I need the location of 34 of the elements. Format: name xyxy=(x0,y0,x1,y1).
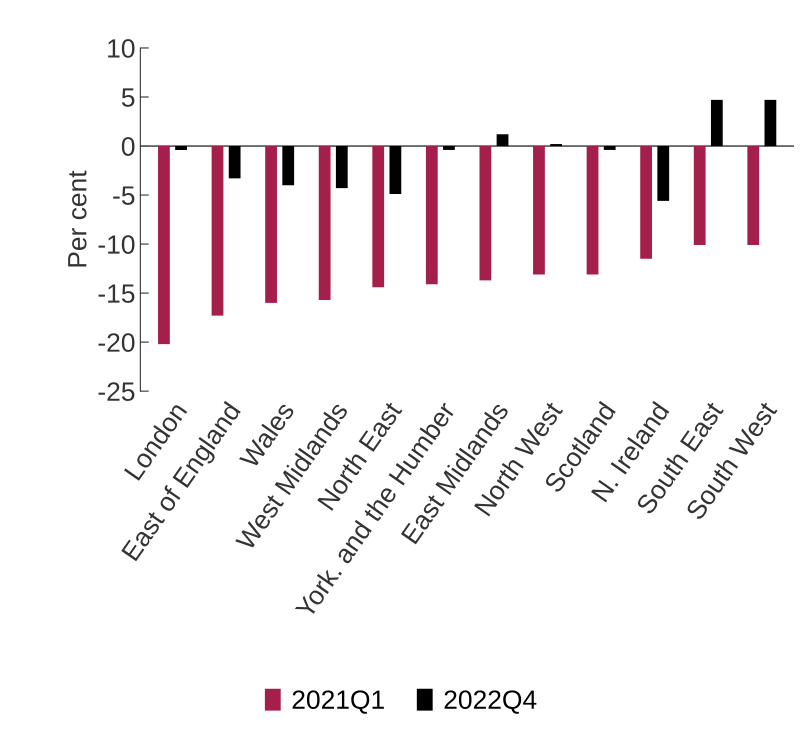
bar xyxy=(158,146,170,344)
y-tick-label: -20 xyxy=(98,333,134,352)
bar xyxy=(265,146,277,303)
bar xyxy=(336,146,348,188)
bar xyxy=(282,146,294,186)
bar xyxy=(640,146,652,259)
bar xyxy=(747,146,760,246)
bar xyxy=(710,100,723,146)
legend-label: 2022Q4 xyxy=(444,690,536,714)
bar xyxy=(426,146,438,284)
bar xyxy=(694,146,706,246)
bar xyxy=(533,146,545,274)
legend-label: 2021Q1 xyxy=(292,690,384,714)
bar xyxy=(318,146,331,300)
y-tick-label: -10 xyxy=(98,235,134,254)
y-tick-label: -15 xyxy=(98,284,134,303)
y-tick-label: -5 xyxy=(113,186,134,205)
y-tick-label: -25 xyxy=(98,382,134,401)
bar xyxy=(443,146,455,150)
y-tick-label: 5 xyxy=(122,88,134,107)
bar xyxy=(657,146,670,201)
y-axis-title: Per cent xyxy=(68,170,87,267)
bar xyxy=(496,134,508,146)
bar xyxy=(228,146,241,178)
bar xyxy=(389,146,402,194)
bar xyxy=(175,146,187,150)
bar xyxy=(604,146,616,150)
bar xyxy=(212,146,224,316)
y-tick-label: 0 xyxy=(122,137,134,156)
bar xyxy=(372,146,384,288)
bar xyxy=(479,146,492,280)
y-tick-label: 10 xyxy=(108,39,134,58)
bar xyxy=(764,100,776,146)
bar xyxy=(586,146,598,274)
